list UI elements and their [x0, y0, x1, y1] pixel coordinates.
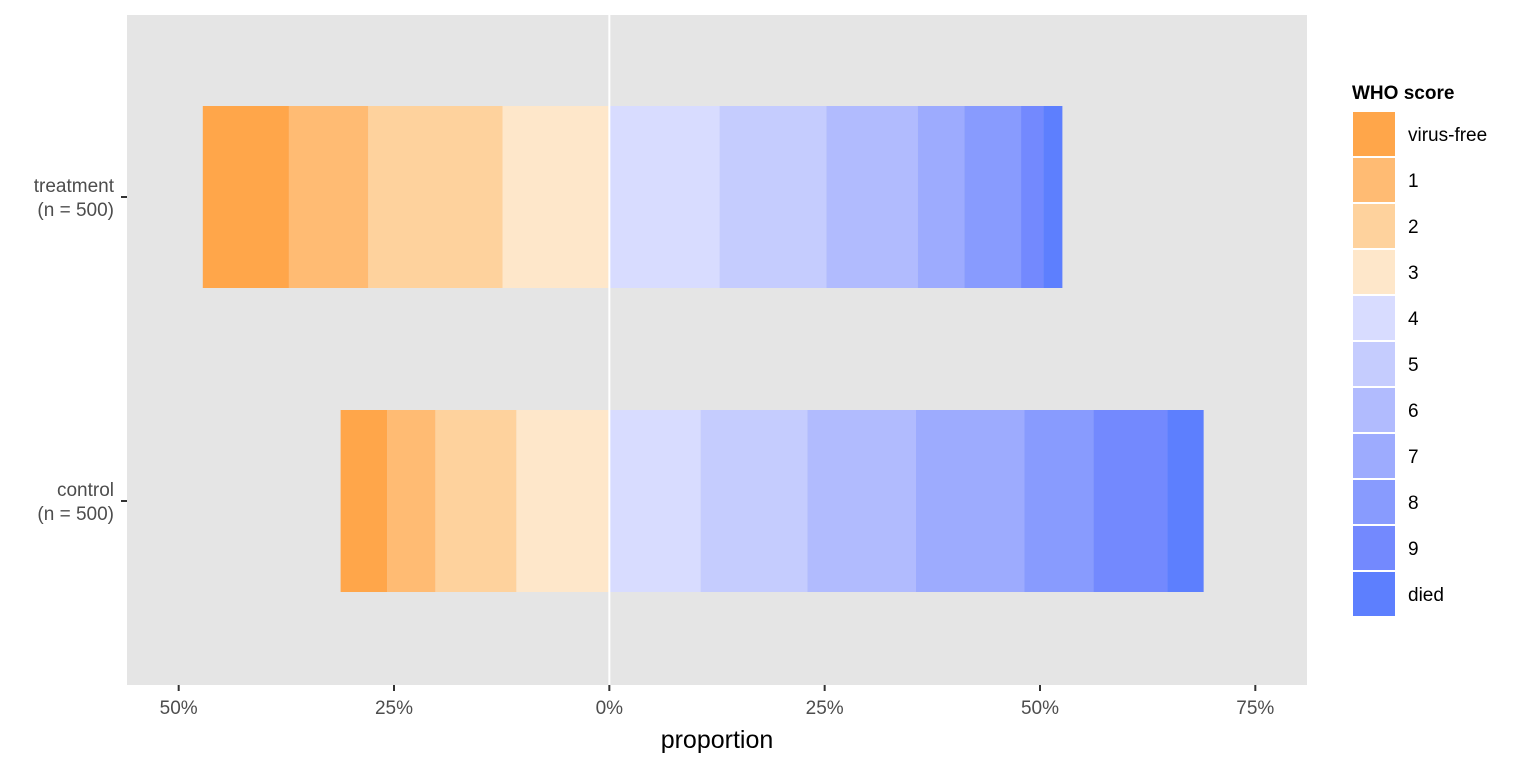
y-tick-label: control (n = 500)	[37, 480, 114, 525]
legend-key	[1351, 156, 1397, 204]
bar-segment	[340, 410, 388, 592]
legend-label: 6	[1408, 401, 1419, 422]
bar-segment	[609, 106, 720, 288]
legend-title: WHO score	[1352, 83, 1454, 104]
x-tick-label: 0%	[596, 698, 624, 719]
y-tick-label: treatment (n = 500)	[34, 176, 115, 221]
bar-segment	[826, 106, 918, 288]
bar-segment	[516, 410, 610, 592]
legend-label: 3	[1408, 263, 1419, 284]
bar-segment	[609, 410, 701, 592]
legend-key	[1351, 294, 1397, 342]
y-axis: treatment (n = 500) control (n = 500)	[34, 176, 127, 525]
bar-segment	[368, 106, 503, 288]
x-axis: 50% 25% 0% 25% 50% 75%	[160, 685, 1274, 719]
legend-key	[1351, 110, 1397, 158]
x-tick-label: 75%	[1236, 698, 1274, 719]
bar-segment	[700, 410, 808, 592]
bar-segment	[435, 410, 517, 592]
bar-segment	[964, 106, 1022, 288]
legend-key	[1351, 432, 1397, 480]
legend-key	[1351, 340, 1397, 388]
legend-label: 2	[1408, 217, 1419, 238]
legend-key	[1351, 524, 1397, 572]
bar-segment	[1093, 410, 1168, 592]
legend-key	[1351, 202, 1397, 250]
legend-label: 5	[1408, 355, 1419, 376]
legend: WHO score virus-free 1 2 3 4 5 6 7 8 9 died	[1351, 83, 1487, 618]
bar-segment	[917, 106, 965, 288]
bar-segment	[202, 106, 289, 288]
bar-segment	[288, 106, 369, 288]
legend-label: 9	[1408, 539, 1419, 560]
bar-segment	[807, 410, 916, 592]
legend-label: 1	[1408, 171, 1419, 192]
bar-segment	[1167, 410, 1204, 592]
legend-label: 7	[1408, 447, 1419, 468]
x-tick-label: 25%	[375, 698, 413, 719]
bar-segment	[502, 106, 610, 288]
x-axis-title: proportion	[661, 726, 774, 754]
legend-label: 8	[1408, 493, 1419, 514]
legend-key	[1351, 386, 1397, 434]
legend-label: virus-free	[1408, 125, 1487, 146]
x-tick-label: 25%	[806, 698, 844, 719]
bar-segment	[1021, 106, 1044, 288]
legend-label: died	[1408, 585, 1444, 606]
bars-layer	[202, 106, 1204, 592]
bar-segment	[719, 106, 827, 288]
legend-key	[1351, 478, 1397, 526]
legend-key	[1351, 248, 1397, 296]
legend-key	[1351, 570, 1397, 618]
legend-label: 4	[1408, 309, 1419, 330]
bar-segment	[387, 410, 436, 592]
bar-segment	[1043, 106, 1063, 288]
bar-segment	[915, 410, 1025, 592]
x-tick-label: 50%	[1021, 698, 1059, 719]
x-tick-label: 50%	[160, 698, 198, 719]
bar-segment	[1024, 410, 1094, 592]
